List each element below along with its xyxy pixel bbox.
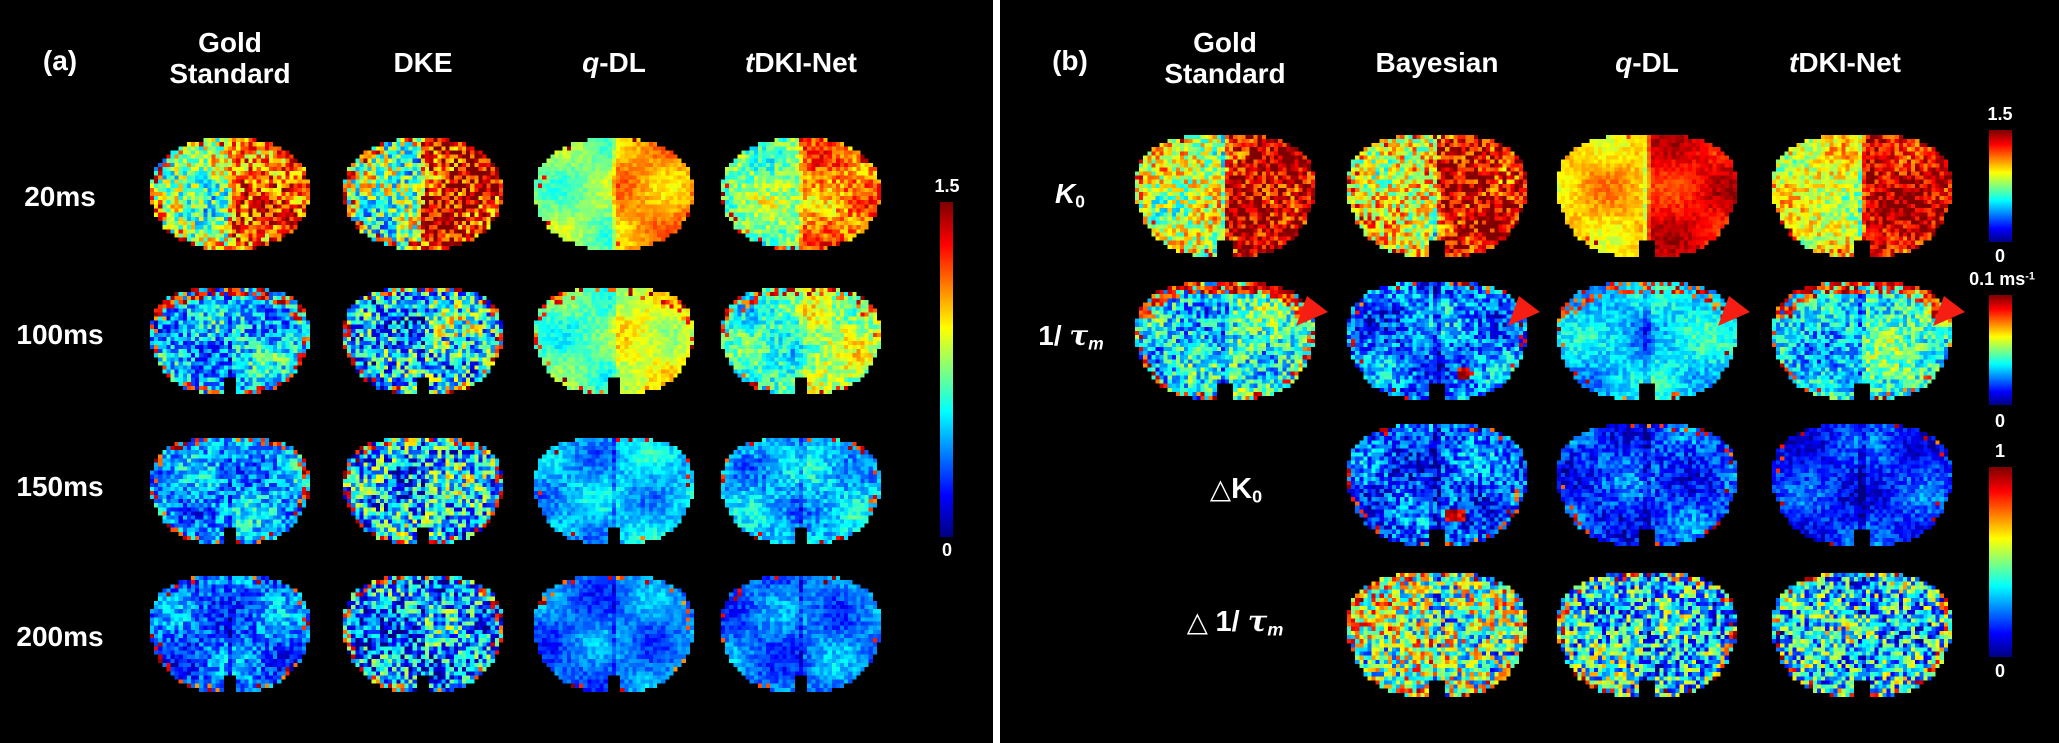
column-header-bayesian: Bayesian bbox=[1375, 47, 1499, 78]
colorbar-a-min: 0 bbox=[941, 540, 952, 560]
colorbar-a bbox=[940, 202, 953, 537]
brain-map-a-20ms-tdki-net bbox=[721, 138, 881, 250]
panel-divider bbox=[993, 0, 1000, 743]
brain-map-b-delta-inv-tau-tdki-net bbox=[1772, 573, 1952, 697]
brain-map-b-delta-k0-bayesian bbox=[1347, 424, 1527, 546]
colorbar-b1-min: 0 bbox=[1994, 246, 2005, 266]
row-label-200ms: 200ms bbox=[16, 621, 104, 652]
row-label-delta-k0: △K0 bbox=[1209, 473, 1263, 507]
brain-map-b-inv-tau-bayesian bbox=[1347, 282, 1527, 400]
row-label-100ms: 100ms bbox=[16, 319, 104, 350]
brain-map-b-delta-k0-tdki-net bbox=[1772, 424, 1952, 546]
colorbar-b2-max: 0.1 ms-1 bbox=[1969, 269, 2035, 289]
colorbar-b3-max: 1 bbox=[1994, 441, 2005, 461]
row-label-delta-inv-tau: △ 1/ τm bbox=[1186, 604, 1284, 640]
brain-map-b-inv-tau-tdki-net bbox=[1772, 282, 1952, 400]
row-label-150ms: 150ms bbox=[16, 471, 104, 502]
brain-map-b-k0-tdki-net bbox=[1772, 135, 1952, 257]
column-header-q-dl: q-DL bbox=[582, 47, 646, 78]
column-header-dke: DKE bbox=[393, 47, 453, 78]
brain-map-a-20ms-gold-standard bbox=[150, 138, 310, 250]
column-header-q-dl-b: q-DL bbox=[1615, 47, 1679, 78]
panel-b: (b) Gold Standard Bayesian q-DL tDKI-Net… bbox=[1000, 0, 2059, 743]
colorbar-b2 bbox=[1989, 295, 2012, 405]
brain-map-b-delta-inv-tau-bayesian bbox=[1347, 573, 1527, 697]
brain-map-b-k0-q-dl bbox=[1557, 135, 1737, 257]
panel-a: (a) Gold Standard DKE q-DL tDKI-Net 20ms… bbox=[0, 0, 993, 743]
brain-map-a-200ms-gold-standard bbox=[150, 576, 310, 692]
brain-map-b-inv-tau-q-dl bbox=[1557, 282, 1737, 400]
brain-map-a-200ms-tdki-net bbox=[721, 576, 881, 692]
brain-map-a-100ms-tdki-net bbox=[721, 288, 881, 394]
brain-map-b-inv-tau-gold-standard bbox=[1135, 282, 1315, 400]
panel-a-label: (a) bbox=[42, 45, 78, 76]
colorbar-b3 bbox=[1989, 467, 2012, 657]
colorbar-b3-min: 0 bbox=[1994, 661, 2005, 681]
colorbar-a-max: 1.5 bbox=[934, 176, 960, 196]
brain-map-a-20ms-dke bbox=[343, 138, 503, 250]
column-header-gold-standard: Gold Standard bbox=[169, 27, 291, 89]
brain-map-a-100ms-dke bbox=[343, 288, 503, 394]
brain-map-b-k0-gold-standard bbox=[1135, 135, 1315, 257]
brain-map-b-delta-inv-tau-q-dl bbox=[1557, 573, 1737, 697]
brain-map-a-100ms-q-dl bbox=[534, 288, 694, 394]
column-header-tdki-net-b: tDKI-Net bbox=[1789, 47, 1901, 78]
brain-map-a-150ms-gold-standard bbox=[150, 438, 310, 544]
arrowhead-icon bbox=[1717, 295, 1751, 327]
brain-map-a-150ms-q-dl bbox=[534, 438, 694, 544]
brain-map-a-100ms-gold-standard bbox=[150, 288, 310, 394]
colorbar-b2-min: 0 bbox=[1994, 411, 2005, 431]
arrowhead-icon bbox=[1295, 295, 1329, 327]
brain-map-a-150ms-dke bbox=[343, 438, 503, 544]
colorbar-b1 bbox=[1989, 130, 2012, 242]
arrowhead-icon bbox=[1932, 295, 1966, 327]
row-label-20ms: 20ms bbox=[24, 181, 96, 212]
brain-map-a-200ms-q-dl bbox=[534, 576, 694, 692]
column-header-tdki-net: tDKI-Net bbox=[745, 47, 857, 78]
brain-map-a-20ms-q-dl bbox=[534, 138, 694, 250]
brain-map-b-k0-bayesian bbox=[1347, 135, 1527, 257]
row-label-k0: K0 bbox=[1055, 178, 1085, 212]
panel-b-label: (b) bbox=[1052, 45, 1088, 76]
brain-map-b-delta-k0-q-dl bbox=[1557, 424, 1737, 546]
row-label-inv-tau: 1/ τm bbox=[1038, 319, 1104, 354]
brain-map-a-200ms-dke bbox=[343, 576, 503, 692]
column-header-gold-standard-b: Gold Standard bbox=[1164, 27, 1286, 89]
arrowhead-icon bbox=[1507, 295, 1541, 327]
colorbar-b1-max: 1.5 bbox=[1987, 104, 2013, 124]
brain-map-a-150ms-tdki-net bbox=[721, 438, 881, 544]
